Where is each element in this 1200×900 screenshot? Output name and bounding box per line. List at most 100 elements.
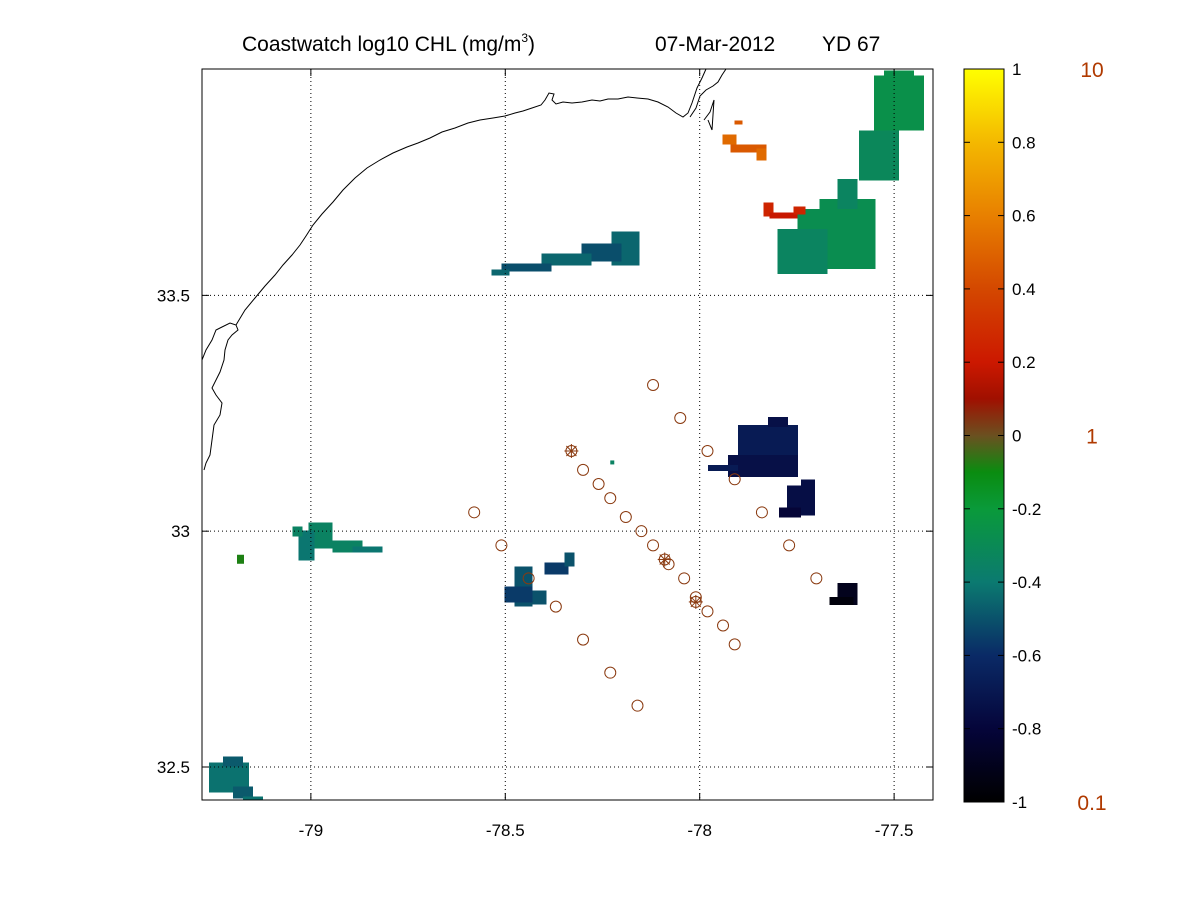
chl-pixel-block [777,228,828,274]
colorbar-tick-label: 0.6 [1012,207,1036,226]
chl-pixel-block [778,507,801,518]
station-marker [647,539,660,552]
map-area [202,69,933,800]
chl-patch-dark-blob-southeast [829,583,858,606]
station-marker [468,506,481,519]
station-marker [674,411,687,424]
station-marker [701,605,714,618]
colorbar-tick-label: -0.6 [1012,646,1041,665]
chl-patch-west-coastal-patch [292,522,383,561]
colorbar-ticks: 1 0.8 0.6 0.4 0.2 0 -0.2 -0.4 -0.6 -0.8 -1 [964,60,1041,812]
colorbar-tick-label: -0.4 [1012,573,1041,592]
title-date: 07-Mar-2012 [655,33,775,56]
station-marker [549,600,562,613]
chl-pixel-block [797,208,838,229]
figure-title: Coastwatch log10 CHL (mg/m3) 07-Mar-2012… [242,31,880,56]
station-marker [728,473,741,486]
colorbar-tick-label: 0.8 [1012,133,1036,152]
chl-pixel-block [564,552,575,567]
chl-pixel-isolated [236,554,244,564]
station-marker [647,378,660,391]
station-marker-starred [564,444,579,459]
station-marker [728,638,741,651]
colorbar-tick-label: 1 [1012,60,1021,79]
station-marker [631,699,644,712]
chl-pixel-block [853,258,868,269]
chl-pixel-block [532,590,547,605]
station-marker [592,478,605,491]
chl-pixel-block [352,546,383,553]
colorbar-gradient [964,69,1004,802]
chl-pixel-block [243,796,264,800]
chl-pixel-block [728,455,799,478]
chl-pixel-block [491,269,510,276]
colorbar-concentration-label: 0.1 [1077,792,1106,815]
chl-pixel-block [501,263,552,272]
chl-pixel-block [884,70,915,91]
station-marker [678,572,691,585]
lon-tick-label: -78.5 [486,821,525,840]
chl-pixel-block [722,134,737,145]
chl-patch-red-streak [763,202,806,219]
chl-pixel-block [708,465,739,472]
chl-pixel-block [730,144,767,153]
colorbar-concentration-label: 10 [1080,59,1103,82]
station-marker [577,463,590,476]
chl-patch-southwest-patch [209,756,264,800]
lon-tick-label: -77.5 [875,821,914,840]
colorbar-concentration-labels: 10 1 0.1 [1077,59,1106,815]
chl-pixel-block [769,212,798,219]
station-marker [783,539,796,552]
map-gridlines [202,69,933,800]
chl-pixel-block [734,120,743,125]
chl-pixel-block [793,206,806,215]
station-marker [717,619,730,632]
chl-pixel-block [544,562,569,575]
chl-pixel-block [541,253,592,266]
station-marker [577,633,590,646]
colorbar-tick-label: 0.4 [1012,280,1036,299]
map-frame [201,68,934,801]
colorbar-tick-label: -0.2 [1012,500,1041,519]
station-marker [604,666,617,679]
station-marker [755,506,768,519]
chl-pixel-block [837,178,858,209]
station-marker [635,525,648,538]
station-marker-starred [688,594,703,609]
lat-tick-label: 33 [171,522,190,541]
lat-tick-label: 32.5 [157,758,190,777]
title-yearday: YD 67 [822,33,880,56]
colorbar: 1 0.8 0.6 0.4 0.2 0 -0.2 -0.4 -0.6 -0.8 -1 10 1 0.1 [963,59,1107,815]
colorbar-tick-label: -1 [1012,793,1027,812]
colorbar-tick-label: 0.2 [1012,353,1036,372]
station-marker-starred [657,552,672,567]
title-main: Coastwatch log10 CHL (mg/m3) [242,31,535,56]
chl-patch-midshelf-streak [491,231,640,276]
station-markers [468,378,823,712]
chl-patch-northeast-gulfstream [777,178,876,274]
chl-pixel-block [859,130,900,181]
lon-tick-label: -78 [687,821,712,840]
chl-pixel-isolated [610,460,615,465]
chl-pixel-block [223,756,244,767]
map-axis-ticks: -79 -78.5 -78 -77.5 32.5 33 33.5 [157,69,933,840]
lon-tick-label: -79 [299,821,324,840]
coastline [202,69,727,471]
colorbar-tick-label: -0.8 [1012,720,1041,739]
colorbar-concentration-label: 1 [1086,426,1098,449]
station-marker [619,511,632,524]
station-marker [495,539,508,552]
chl-pixel-block [768,417,789,428]
colorbar-tick-label: 0 [1012,427,1021,446]
chl-pixel-block [756,148,767,161]
chl-pixel-block [829,597,854,606]
station-marker [662,558,675,571]
chl-patch-central-patch [504,552,575,607]
chl-patch-dark-blob-east [708,417,799,478]
chl-patch-northeast-strip [859,70,925,181]
station-marker [522,572,535,585]
chl-patch-dark-blob-small [778,479,815,518]
station-marker [701,445,714,458]
chl-pixel-block [233,786,254,799]
